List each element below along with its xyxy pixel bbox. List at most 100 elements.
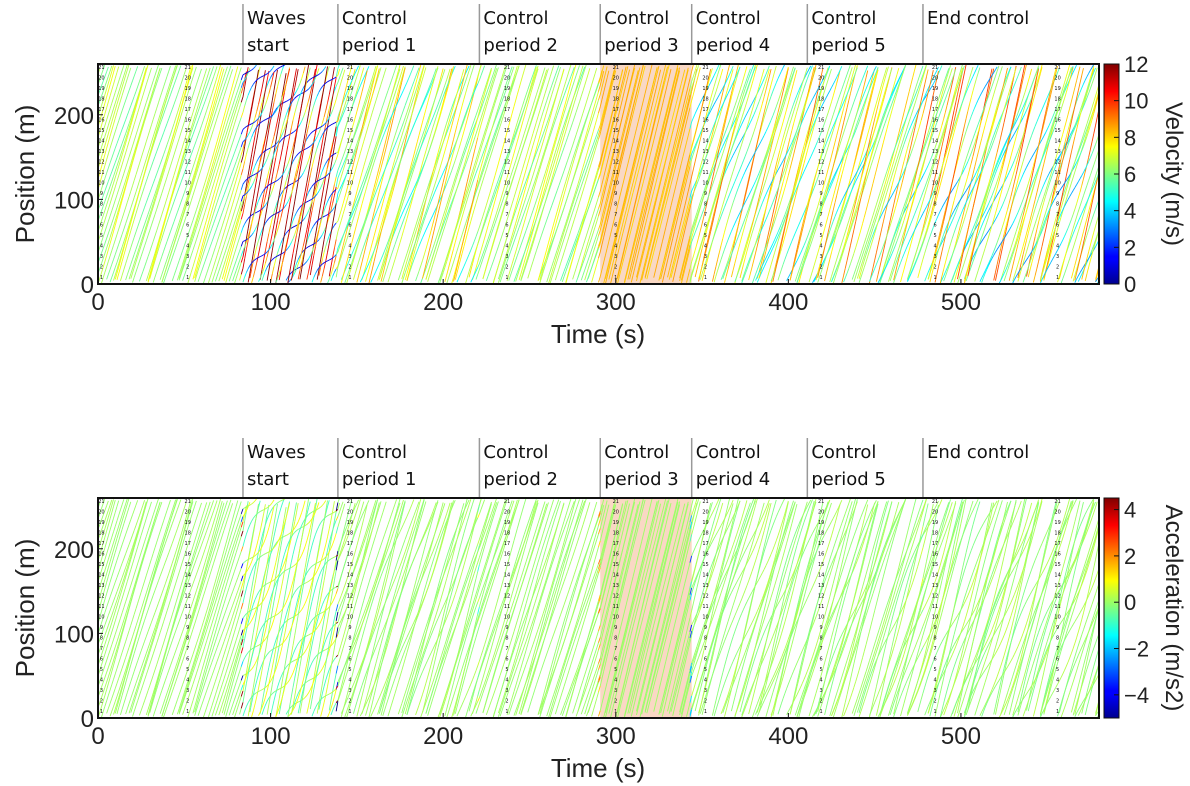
trajectory-segment — [258, 179, 261, 190]
trajectory-segment — [489, 79, 492, 85]
trajectory-segment — [729, 115, 732, 121]
trajectory-segment — [477, 105, 480, 111]
trajectory-segment — [320, 194, 323, 206]
trajectory-segment — [841, 214, 844, 220]
trajectory-segment — [465, 145, 468, 151]
trajectory-segment — [423, 268, 427, 274]
trajectory-segment — [832, 233, 836, 239]
trajectory-segment — [556, 65, 560, 71]
trajectory-segment — [741, 78, 744, 85]
trajectory-segment — [573, 238, 577, 244]
trajectory-segment — [1024, 240, 1027, 248]
trajectory-segment — [102, 261, 106, 268]
trajectory-segment — [931, 115, 934, 122]
trajectory-segment — [649, 180, 653, 188]
trajectory-segment — [340, 114, 344, 119]
trajectory-segment — [984, 189, 988, 196]
trajectory-segment — [535, 142, 539, 149]
trajectory-segment — [746, 86, 750, 92]
trajectory-segment — [710, 171, 713, 177]
trajectory-segment — [542, 105, 546, 112]
trajectory-segment — [743, 72, 746, 79]
trajectory-segment — [570, 247, 574, 253]
trajectory-segment — [629, 265, 632, 273]
trajectory-segment — [125, 181, 128, 188]
trajectory-segment — [202, 156, 206, 163]
trajectory-segment — [344, 105, 347, 111]
trajectory-segment — [522, 175, 525, 183]
trajectory-segment — [259, 169, 263, 180]
trajectory-segment — [366, 233, 370, 241]
trajectory-segment — [853, 176, 857, 184]
trajectory-segment — [915, 165, 919, 171]
trajectory-segment — [706, 176, 710, 182]
trajectory-segment — [808, 65, 812, 70]
trajectory-segment — [101, 258, 104, 264]
trajectory-segment — [639, 210, 643, 219]
trajectory-segment — [518, 204, 522, 212]
period-marker-label: period 2 — [483, 35, 558, 56]
trajectory-segment — [323, 195, 327, 206]
trajectory-segment — [297, 266, 301, 269]
trajectory-segment — [408, 90, 411, 96]
trajectory-segment — [340, 110, 344, 116]
trajectory-segment — [630, 258, 634, 266]
trajectory-segment — [544, 100, 548, 107]
trajectory-segment — [739, 84, 743, 91]
trajectory-segment — [473, 115, 477, 121]
trajectory-segment — [264, 139, 268, 150]
trajectory-segment — [649, 169, 653, 177]
trajectory-segment — [910, 180, 914, 187]
trajectory-segment — [104, 247, 108, 254]
trajectory-segment — [370, 242, 373, 249]
trajectory-segment — [403, 105, 406, 111]
trajectory-segment — [315, 225, 318, 236]
trajectory-segment — [425, 263, 429, 269]
trajectory-segment — [655, 159, 658, 167]
trajectory-segment — [114, 214, 118, 221]
trajectory-segment — [836, 222, 839, 229]
trajectory-segment — [623, 66, 627, 75]
trajectory-segment — [896, 248, 900, 255]
period-marker-label: period 5 — [811, 35, 886, 56]
trajectory-segment — [432, 243, 435, 249]
trajectory-segment — [211, 128, 215, 135]
trajectory-segment — [634, 231, 637, 240]
trajectory-segment — [518, 188, 522, 195]
trajectory-segment — [385, 158, 389, 166]
trajectory-segment — [627, 272, 631, 280]
trajectory-segment — [289, 272, 292, 275]
trajectory-segment — [882, 73, 886, 80]
trajectory-segment — [841, 204, 845, 212]
trajectory-segment — [862, 121, 865, 129]
trajectory-segment — [192, 179, 196, 185]
trajectory-segment — [1048, 170, 1052, 175]
trajectory-segment — [936, 99, 939, 105]
trajectory-segment — [460, 160, 463, 166]
trajectory-segment — [768, 221, 772, 230]
trajectory-segment — [125, 179, 128, 186]
trajectory-segment — [194, 173, 197, 180]
trajectory-segment — [722, 142, 725, 147]
trajectory-segment — [346, 93, 349, 100]
trajectory-segment — [632, 250, 636, 259]
trajectory-segment — [321, 185, 325, 196]
trajectory-segment — [668, 92, 672, 101]
trajectory-segment — [399, 135, 403, 142]
trajectory-segment — [396, 125, 399, 131]
trajectory-segment — [456, 166, 460, 173]
trajectory-segment — [106, 249, 109, 256]
trajectory-segment — [860, 128, 863, 137]
trajectory-segment — [114, 218, 118, 226]
trajectory-segment — [651, 173, 655, 181]
trajectory-segment — [287, 99, 290, 101]
trajectory-segment — [168, 262, 171, 269]
trajectory-segment — [135, 143, 139, 150]
trajectory-segment — [225, 85, 228, 91]
trajectory-segment — [185, 201, 189, 207]
trajectory-segment — [939, 94, 943, 101]
trajectory-segment — [409, 86, 413, 92]
trajectory-segment — [154, 83, 158, 89]
trajectory-segment — [1057, 156, 1060, 160]
trajectory-segment — [318, 204, 322, 216]
